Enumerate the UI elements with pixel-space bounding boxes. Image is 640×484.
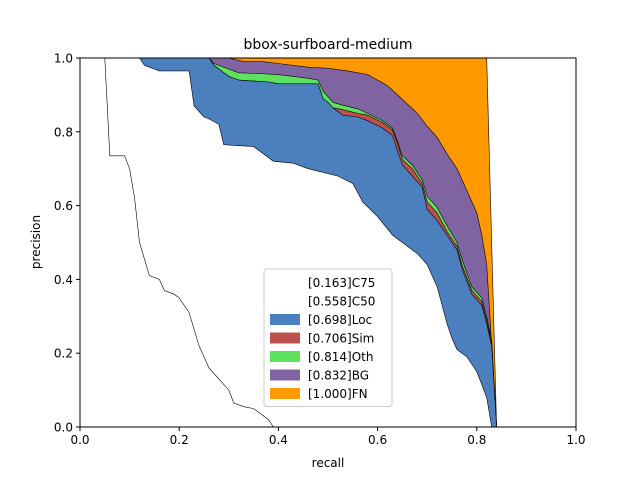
curve-0-814-oth <box>80 58 497 427</box>
legend-swatch <box>270 351 300 362</box>
y-tick-label: 0.8 <box>54 125 73 139</box>
legend-label: [0.814]Oth <box>308 350 373 364</box>
curve-0-698-loc <box>80 58 497 427</box>
legend-swatch <box>270 332 300 344</box>
x-tick-label: 0.0 <box>70 433 89 447</box>
area-0-163-c75 <box>80 58 274 427</box>
x-tick-label: 1.0 <box>566 433 585 447</box>
axes: 0.0 0.2 0.4 0.6 0.8 1.0 0.0 0.2 0.4 0.6 0.8 1.0 <box>54 52 586 448</box>
x-tick-label: 0.2 <box>170 433 189 447</box>
legend-swatch <box>270 295 300 307</box>
curve-0-558-c50 <box>80 58 492 427</box>
legend-label: [0.163]C75 <box>308 276 375 290</box>
legend-label: [0.706]Sim <box>308 332 374 346</box>
x-tick-label: 0.4 <box>269 433 288 447</box>
x-tick-label: 0.6 <box>368 433 387 447</box>
legend-label: [1.000]FN <box>308 387 368 401</box>
legend-label: [0.698]Loc <box>308 313 372 327</box>
axes-frame <box>79 57 577 428</box>
curve-0-163-c75 <box>80 58 274 427</box>
curve-1-000-fn <box>80 58 497 427</box>
y-tick-label: 0.6 <box>54 199 73 213</box>
y-axis-label: precision <box>29 215 43 269</box>
legend: [0.163]C75 [0.558]C50 [0.698]Loc [0.706]Sim… <box>263 268 393 407</box>
legend-swatch <box>270 277 300 288</box>
chart-title: bbox-surfboard-medium <box>243 37 412 53</box>
x-tick-label: 0.8 <box>467 433 486 447</box>
legend-label: [0.832]BG <box>308 369 369 383</box>
y-tick-label: 1.0 <box>54 52 73 66</box>
legend-label: [0.558]C50 <box>308 295 375 309</box>
legend-swatch <box>270 388 300 399</box>
x-axis-label: recall <box>312 456 345 470</box>
curve-0-832-bg <box>80 58 497 427</box>
legend-swatch <box>270 314 300 325</box>
y-tick-label: 0.2 <box>54 347 73 361</box>
legend-swatch <box>270 369 300 381</box>
y-tick-label: 0.0 <box>54 421 73 435</box>
y-tick-label: 0.4 <box>54 273 73 287</box>
